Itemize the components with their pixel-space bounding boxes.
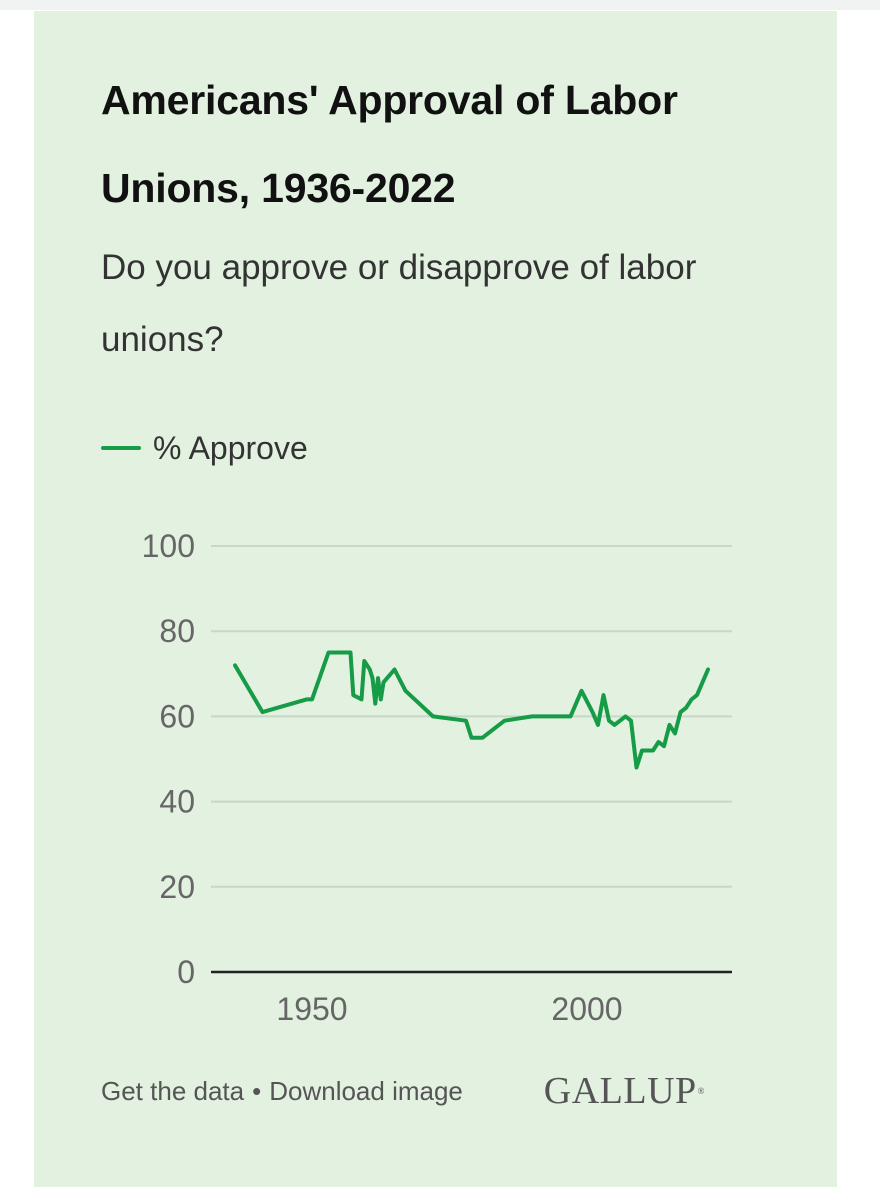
x-tick-label-2000: 2000 [551,991,622,1027]
y-tick-label-80: 80 [159,613,195,649]
chart-card [34,11,837,1187]
legend-label: % Approve [153,429,308,466]
brand-wordmark: GALLUP [543,1070,697,1112]
legend-swatch [101,446,141,450]
download-image-link[interactable]: Download image [269,1075,463,1106]
y-tick-label-60: 60 [159,698,195,734]
get-data-link[interactable]: Get the data [101,1075,245,1106]
line-chart: 0 20 40 60 80 100 1950 2000 [142,528,732,1027]
series-line-approve [233,650,710,770]
top-divider [0,0,880,10]
footer-separator: • [252,1075,262,1106]
y-tick-label-40: 40 [159,784,195,820]
legend: % Approve [101,418,308,478]
chart-footer: Get the data • Download image [101,1066,701,1116]
brand-registered-mark: ® [697,1086,705,1096]
gallup-logo: GALLUP ® [535,1068,705,1114]
x-tick-label-1950: 1950 [276,991,347,1027]
y-tick-label-20: 20 [159,869,195,905]
y-tick-label-100: 100 [142,528,195,564]
y-tick-label-0: 0 [177,954,195,990]
chart-subtitle: Do you approve or disapprove of labor un… [101,248,697,359]
chart-title: Americans' Approval of Labor Unions, 193… [101,77,678,211]
